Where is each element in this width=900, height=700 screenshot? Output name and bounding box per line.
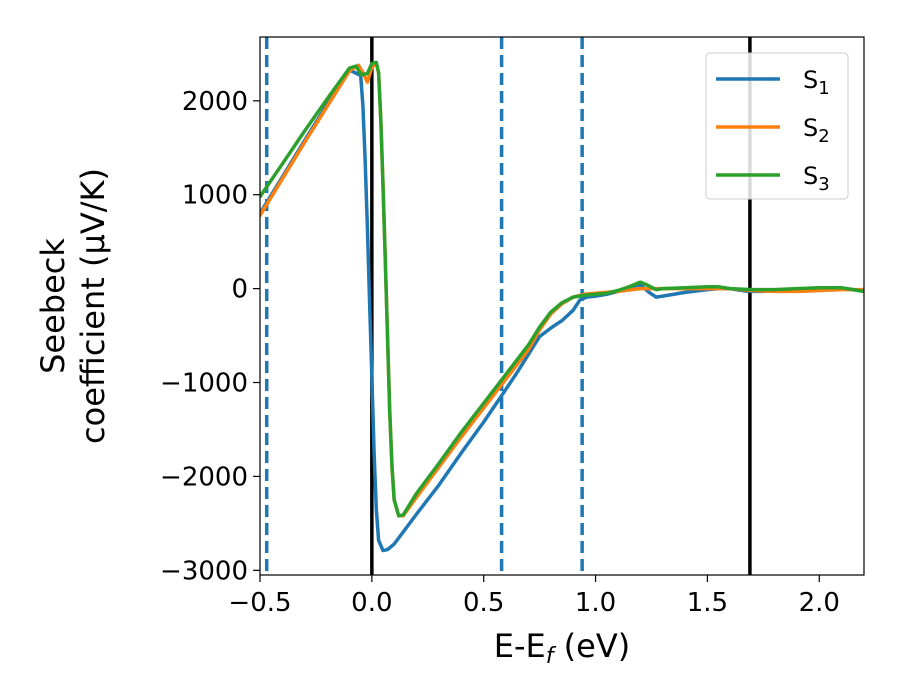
x-tick-label: 1.5 bbox=[687, 588, 728, 618]
x-tick-label: 0.5 bbox=[463, 588, 504, 618]
y-tick-label: 0 bbox=[231, 275, 248, 305]
series-line-3 bbox=[260, 60, 864, 518]
legend-label-3: S3 bbox=[803, 162, 830, 195]
legend-label-1: S1 bbox=[803, 66, 830, 99]
y-tick-label: −2000 bbox=[160, 462, 248, 492]
x-tick-label: 1.0 bbox=[575, 588, 616, 618]
vertical-lines bbox=[264, 37, 752, 575]
y-axis-label-line1: Seebeck bbox=[34, 238, 72, 374]
x-axis-label: E-Ef (eV) bbox=[494, 627, 630, 669]
y-tick-label: 2000 bbox=[182, 87, 248, 117]
axis-ticks: −0.5 0.0 0.5 1.0 1.5 2.0 −3000 −2000 −1000 0 1000 2… bbox=[160, 87, 840, 618]
legend: S1 S2 S3 bbox=[705, 52, 849, 200]
y-axis-label-line2: coefficient (μV/K) bbox=[74, 168, 112, 444]
y-tick-label: 1000 bbox=[182, 181, 248, 211]
series-lines bbox=[260, 60, 864, 553]
y-tick-label: −3000 bbox=[160, 556, 248, 586]
y-tick-label: −1000 bbox=[160, 369, 248, 399]
x-tick-label: −0.5 bbox=[228, 588, 291, 618]
y-axis-label: Seebeck coefficient (μV/K) bbox=[34, 168, 112, 444]
x-tick-label: 0.0 bbox=[351, 588, 392, 618]
plot-frame bbox=[259, 36, 865, 576]
legend-label-2: S2 bbox=[803, 114, 830, 147]
x-tick-label: 2.0 bbox=[799, 588, 840, 618]
